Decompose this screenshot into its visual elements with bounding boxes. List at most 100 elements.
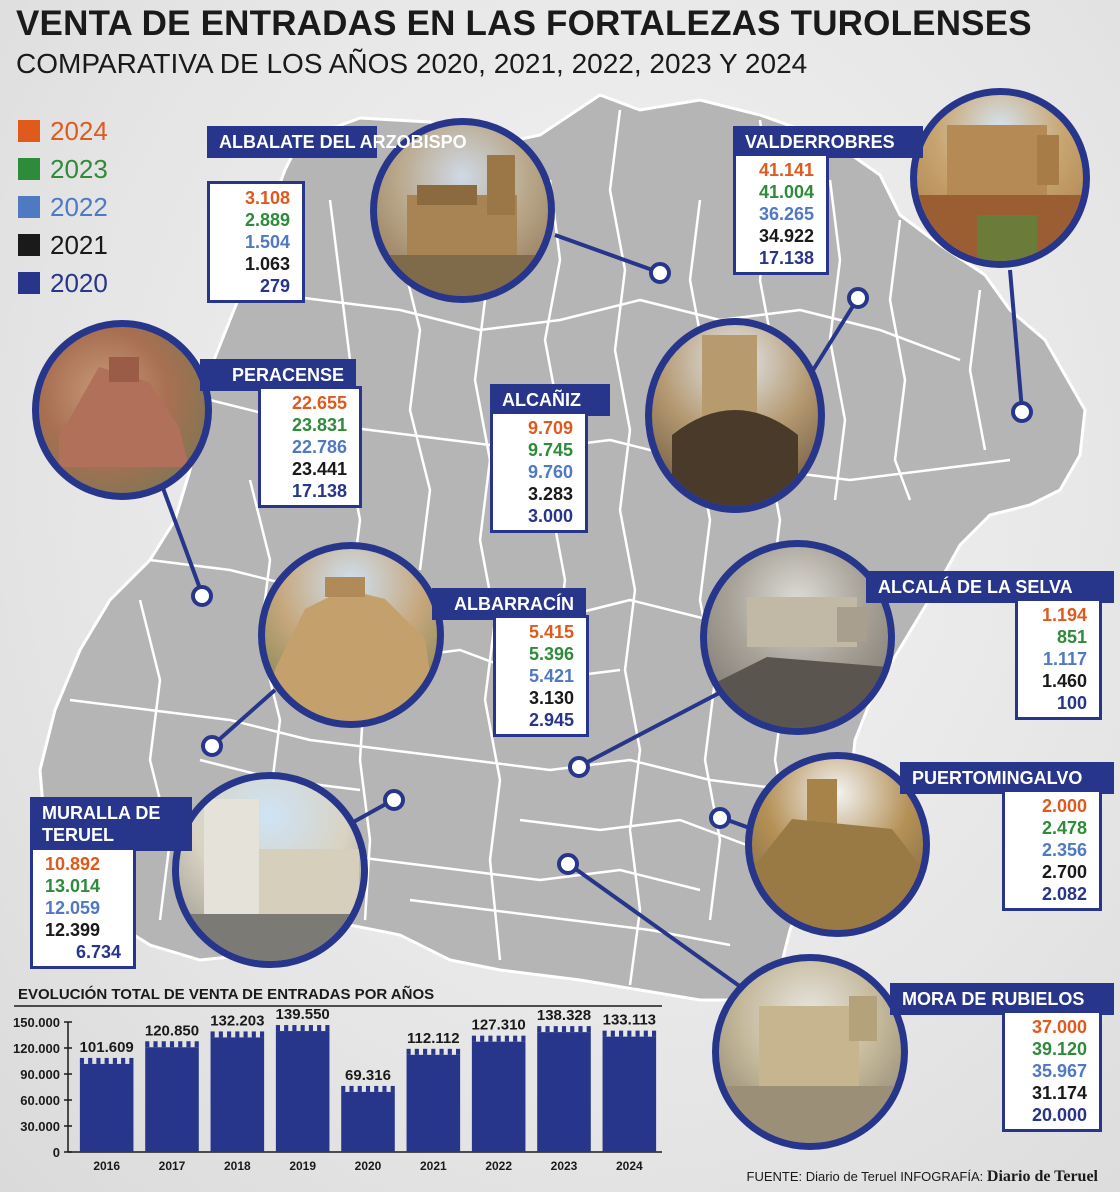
bar-merlon [275, 1025, 281, 1032]
value-2023: 2.478 [1041, 818, 1087, 838]
value-2022: 9.760 [527, 462, 573, 482]
source-label: FUENTE: Diario de Teruel INFOGRAFÍA: [746, 1169, 984, 1184]
value-2023: 39.120 [1031, 1039, 1087, 1059]
value-2020: 3.000 [527, 506, 573, 526]
bar-merlon [553, 1026, 558, 1033]
bar-merlon [145, 1041, 150, 1048]
bar-merlon [423, 1048, 428, 1055]
source-credit: FUENTE: Diario de Teruel INFOGRAFÍA: Dia… [747, 1168, 1098, 1186]
value-2023: 13.014 [45, 876, 101, 896]
category-label: 2022 [485, 1159, 512, 1173]
value-2023: 851 [1056, 627, 1087, 647]
legend-label: 2023 [50, 154, 108, 184]
value-2024: 9.709 [527, 418, 573, 438]
values-puertomingalvo: 2.000 2.478 2.356 2.700 2.082 [1002, 789, 1102, 911]
bar-merlon [406, 1048, 411, 1055]
bar-merlon [300, 1025, 305, 1032]
value-2021: 1.063 [244, 254, 290, 274]
location-markers [191, 262, 1033, 875]
bar-merlon [480, 1035, 485, 1042]
value-label: 132.203 [210, 1012, 264, 1029]
y-tick-label: 90.000 [20, 1067, 60, 1082]
legend-item-2023: 2023 [18, 150, 108, 188]
bar-merlon [471, 1035, 477, 1042]
legend: 2024 2023 2022 2021 2020 [18, 112, 108, 302]
castle-icon [707, 597, 888, 728]
legend-label: 2020 [50, 268, 108, 298]
legend-label: 2021 [50, 230, 108, 260]
value-2022: 2.356 [1041, 840, 1087, 860]
value-2020: 2.945 [528, 710, 574, 730]
value-2023: 5.396 [528, 644, 574, 664]
values-alcala: 1.194 851 1.117 1.460 100 [1015, 598, 1102, 720]
value-2024: 37.000 [1031, 1017, 1087, 1037]
bar-merlon [243, 1031, 248, 1038]
castle-icon [917, 125, 1083, 261]
bar-merlon [619, 1030, 624, 1037]
y-tick-label: 120.000 [13, 1041, 60, 1056]
bar-2016 [79, 1063, 134, 1152]
photo-peracense [32, 320, 212, 500]
bar-merlon [235, 1031, 240, 1038]
y-tick-label: 60.000 [20, 1093, 60, 1108]
marker-muralla [383, 789, 405, 811]
castle-icon [59, 357, 189, 467]
photo-mora [712, 954, 908, 1150]
value-2023: 2.889 [244, 210, 290, 230]
bar-chart: 0 30.000 60.000 90.000 120.000 150.000 101.609… [13, 1005, 662, 1173]
legend-label: 2024 [50, 116, 108, 146]
category-label: 2017 [159, 1159, 186, 1173]
bar-2024 [602, 1036, 657, 1152]
value-2020: 17.138 [758, 248, 814, 268]
value-2021: 2.700 [1041, 862, 1087, 882]
label-puertomingalvo: PUERTOMINGALVO [900, 762, 1114, 794]
photo-alcaniz [645, 318, 825, 513]
label-albalate: ALBALATE DEL ARZOBISPO [207, 126, 467, 158]
bar-2019 [275, 1031, 330, 1152]
page-title: VENTA DE ENTRADAS EN LAS FORTALEZAS TURO… [16, 4, 1032, 43]
value-label: 133.113 [603, 1012, 656, 1029]
value-label: 112.112 [407, 1030, 460, 1047]
bar-merlon [586, 1026, 591, 1033]
legend-item-2022: 2022 [18, 188, 108, 226]
value-2020: 20.000 [1031, 1105, 1087, 1125]
values-alcaniz: 9.709 9.745 9.760 3.283 3.000 [490, 411, 588, 533]
y-tick-label: 0 [53, 1145, 60, 1160]
bar-merlon [537, 1026, 542, 1033]
bar-merlon [104, 1057, 109, 1064]
category-label: 2021 [420, 1159, 447, 1173]
castle-icon [672, 335, 798, 506]
bar-2022 [471, 1041, 526, 1152]
bar-merlon [161, 1041, 166, 1048]
y-tick-label: 30.000 [20, 1119, 60, 1134]
category-label: 2016 [93, 1159, 120, 1173]
value-label: 127.310 [472, 1017, 526, 1034]
bar-merlon [627, 1030, 632, 1037]
marker-albarracin [201, 735, 223, 757]
bar-merlon [643, 1030, 648, 1037]
value-2022: 36.265 [758, 204, 814, 224]
bar-merlon [186, 1041, 191, 1048]
castle-icon [752, 779, 923, 930]
bar-merlon [88, 1057, 93, 1064]
bar-merlon [178, 1041, 183, 1048]
bar-merlon [447, 1048, 452, 1055]
bar-merlon [513, 1035, 518, 1042]
bar-merlon [390, 1085, 395, 1092]
bar-merlon [112, 1057, 117, 1064]
legend-swatch [18, 196, 40, 218]
value-2022: 12.059 [45, 898, 101, 918]
value-2021: 3.283 [527, 484, 573, 504]
bar-merlon [210, 1031, 215, 1038]
bar-merlon [129, 1057, 134, 1064]
bar-merlon [578, 1026, 583, 1033]
value-2020: 17.138 [291, 481, 347, 501]
castle-icon [265, 577, 437, 721]
value-2024: 3.108 [244, 188, 290, 208]
value-label: 69.316 [345, 1067, 391, 1084]
photo-puertomingalvo [745, 752, 930, 937]
bar-merlon [251, 1031, 256, 1038]
bar-merlon [635, 1030, 640, 1037]
bar-2018 [210, 1037, 265, 1152]
